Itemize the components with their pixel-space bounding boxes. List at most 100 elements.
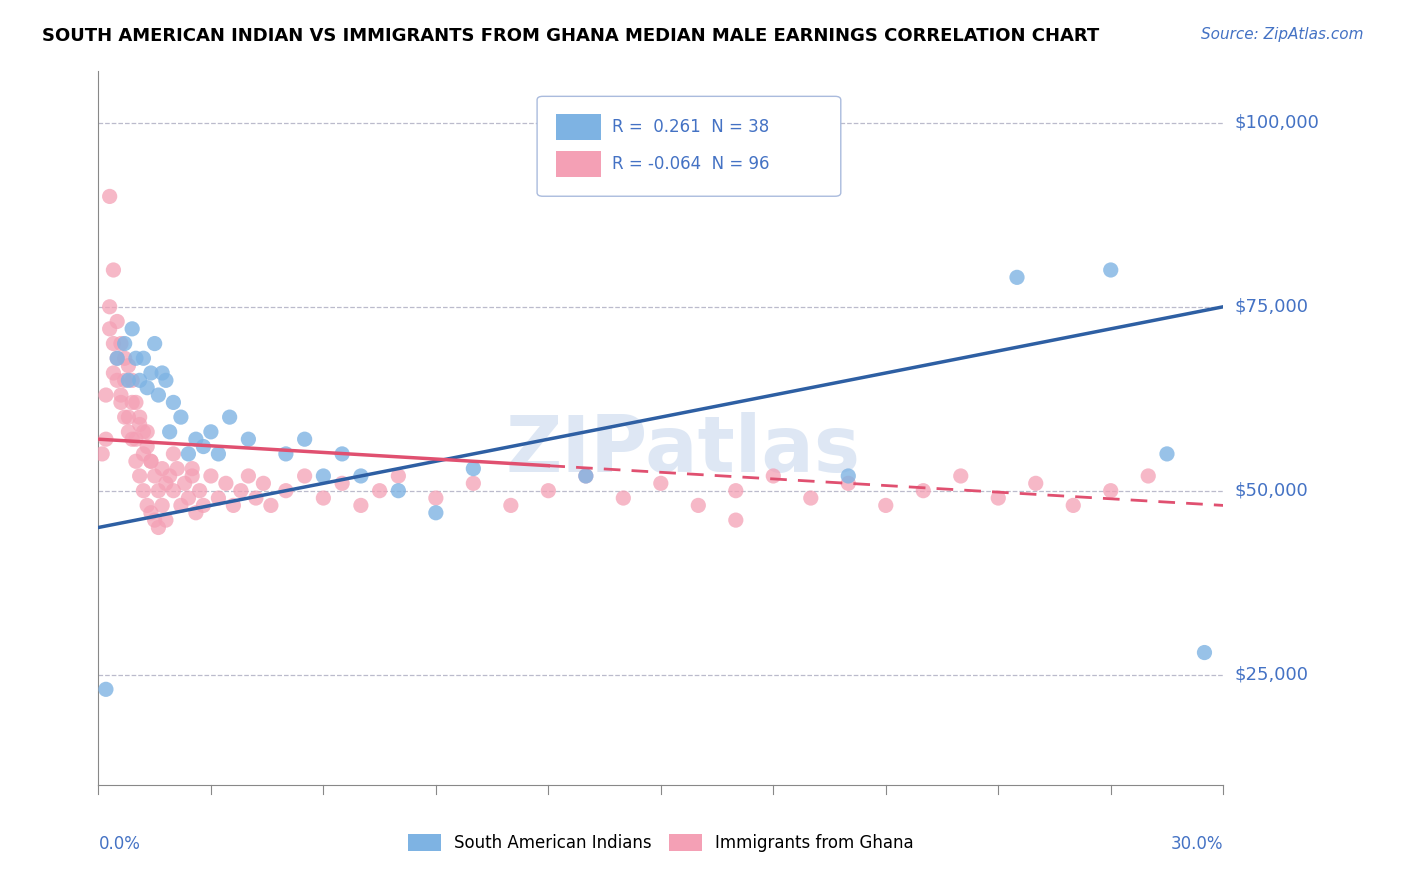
Point [537,483,560,498]
Point [170,499,193,513]
Point [159,425,181,439]
Point [136,499,159,513]
Point [200,469,222,483]
Point [132,351,155,366]
Point [1099,263,1122,277]
Legend: South American Indians, Immigrants from Ghana: South American Indians, Immigrants from … [401,827,921,859]
Point [294,432,316,446]
Point [128,373,150,387]
Point [105,351,128,366]
Point [128,469,150,483]
Point [837,469,859,483]
Point [837,476,859,491]
Point [125,432,148,446]
Point [193,440,215,454]
Point [155,513,177,527]
Point [143,336,166,351]
Point [162,483,184,498]
Point [150,499,173,513]
Point [173,476,195,491]
Point [125,351,148,366]
Point [1025,476,1047,491]
Point [128,410,150,425]
Point [260,499,283,513]
Text: 30.0%: 30.0% [1171,835,1223,853]
Point [128,417,150,432]
Point [121,432,143,446]
Point [150,366,173,380]
Point [200,425,222,439]
Point [148,483,170,498]
Text: R =  0.261  N = 38: R = 0.261 N = 38 [613,118,769,136]
Point [463,476,485,491]
Point [688,499,710,513]
Point [1194,646,1216,660]
Point [121,322,143,336]
Point [575,469,598,483]
Point [499,499,522,513]
Point [94,388,117,402]
Point [139,366,162,380]
Point [136,425,159,439]
Point [181,469,204,483]
Point [98,189,121,203]
Point [987,491,1010,505]
Point [949,469,972,483]
Point [125,395,148,409]
Point [162,447,184,461]
Point [103,336,125,351]
Point [148,388,170,402]
Point [150,461,173,475]
Point [139,454,162,468]
Point [350,469,373,483]
Text: SOUTH AMERICAN INDIAN VS IMMIGRANTS FROM GHANA MEDIAN MALE EARNINGS CORRELATION : SOUTH AMERICAN INDIAN VS IMMIGRANTS FROM… [42,27,1099,45]
Point [650,476,672,491]
Point [136,381,159,395]
Point [103,366,125,380]
Text: ZIPatlas: ZIPatlas [506,411,860,488]
Point [103,263,125,277]
Point [612,491,634,505]
Point [912,483,935,498]
Point [98,322,121,336]
Point [114,336,136,351]
Point [188,483,211,498]
Text: R = -0.064  N = 96: R = -0.064 N = 96 [613,155,770,173]
Point [136,440,159,454]
Text: $25,000: $25,000 [1234,665,1309,683]
Point [229,483,252,498]
Point [177,447,200,461]
Point [155,476,177,491]
Point [132,483,155,498]
Point [166,461,188,475]
Point [1099,483,1122,498]
Point [114,373,136,387]
Point [724,513,747,527]
Point [368,483,391,498]
Point [218,410,240,425]
Point [575,469,598,483]
Point [110,395,132,409]
Point [800,491,823,505]
Point [238,432,260,446]
Point [330,476,353,491]
Point [117,425,139,439]
Point [170,410,193,425]
Point [274,483,297,498]
Point [121,395,143,409]
Point [105,314,128,328]
Point [139,506,162,520]
Point [425,506,447,520]
Point [143,469,166,483]
Text: $75,000: $75,000 [1234,298,1309,316]
Point [125,454,148,468]
Point [294,469,316,483]
Point [114,351,136,366]
Point [425,491,447,505]
Point [238,469,260,483]
Point [98,300,121,314]
Point [252,476,274,491]
Point [143,513,166,527]
Point [387,469,409,483]
Point [1137,469,1160,483]
